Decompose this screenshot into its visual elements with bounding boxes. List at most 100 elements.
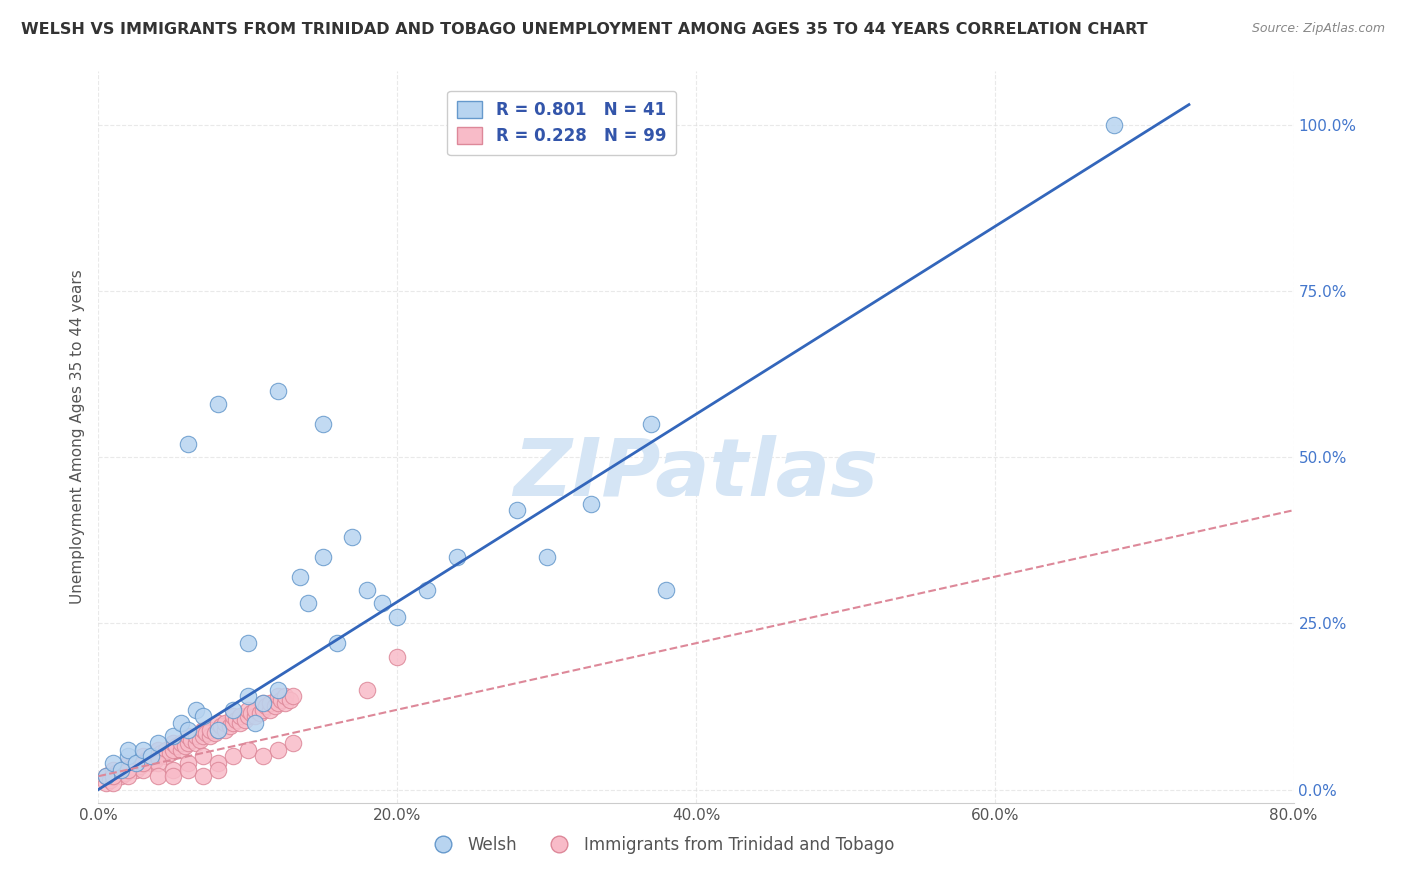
Point xyxy=(94,769,117,783)
Point xyxy=(103,769,125,783)
Point xyxy=(159,746,181,760)
Point xyxy=(311,549,333,564)
Point xyxy=(117,763,139,777)
Point xyxy=(356,682,378,697)
Point xyxy=(117,756,139,770)
Point xyxy=(120,759,142,773)
Point xyxy=(132,749,155,764)
Point xyxy=(177,436,200,450)
Point xyxy=(177,763,200,777)
Point xyxy=(117,769,139,783)
Point xyxy=(249,706,271,720)
Legend: Welsh, Immigrants from Trinidad and Tobago: Welsh, Immigrants from Trinidad and Toba… xyxy=(419,829,901,860)
Point xyxy=(267,690,290,704)
Point xyxy=(155,742,177,756)
Point xyxy=(103,769,125,783)
Point xyxy=(278,692,301,706)
Point xyxy=(117,742,139,756)
Point xyxy=(191,729,214,743)
Point xyxy=(132,756,155,770)
Point xyxy=(222,703,245,717)
Point xyxy=(229,716,252,731)
Text: ZIPatlas: ZIPatlas xyxy=(513,434,879,513)
Point xyxy=(252,703,274,717)
Point xyxy=(162,736,184,750)
Point xyxy=(162,763,184,777)
Point xyxy=(129,759,152,773)
Point xyxy=(342,530,364,544)
Point xyxy=(150,746,173,760)
Point xyxy=(139,756,162,770)
Point xyxy=(267,384,290,398)
Point xyxy=(117,749,139,764)
Point xyxy=(177,736,200,750)
Point xyxy=(263,699,285,714)
Point xyxy=(125,756,148,770)
Point xyxy=(311,417,333,431)
Point xyxy=(191,769,214,783)
Point xyxy=(236,709,259,723)
Point xyxy=(236,742,259,756)
Point xyxy=(165,739,187,754)
Point xyxy=(155,749,177,764)
Point xyxy=(222,709,245,723)
Y-axis label: Unemployment Among Ages 35 to 44 years: Unemployment Among Ages 35 to 44 years xyxy=(69,269,84,605)
Point xyxy=(225,713,247,727)
Point xyxy=(219,719,242,733)
Point xyxy=(94,776,117,790)
Point xyxy=(236,703,259,717)
Point xyxy=(1104,118,1126,132)
Point xyxy=(288,570,311,584)
Point xyxy=(371,596,394,610)
Point xyxy=(233,713,256,727)
Point xyxy=(103,763,125,777)
Point xyxy=(148,749,170,764)
Point xyxy=(184,703,207,717)
Point xyxy=(177,756,200,770)
Point xyxy=(236,690,259,704)
Point xyxy=(162,769,184,783)
Point xyxy=(162,729,184,743)
Point xyxy=(103,756,125,770)
Point xyxy=(356,582,378,597)
Point xyxy=(245,709,267,723)
Point xyxy=(274,690,297,704)
Point xyxy=(177,729,200,743)
Point xyxy=(207,723,229,737)
Point xyxy=(640,417,662,431)
Point xyxy=(252,696,274,710)
Point xyxy=(94,769,117,783)
Point xyxy=(506,503,529,517)
Point xyxy=(655,582,678,597)
Text: Source: ZipAtlas.com: Source: ZipAtlas.com xyxy=(1251,22,1385,36)
Point xyxy=(581,497,603,511)
Point xyxy=(259,703,281,717)
Point xyxy=(180,732,202,747)
Point xyxy=(132,742,155,756)
Point xyxy=(385,609,409,624)
Point xyxy=(139,749,162,764)
Point xyxy=(132,756,155,770)
Point xyxy=(105,765,128,780)
Point xyxy=(207,723,229,737)
Point xyxy=(162,742,184,756)
Point xyxy=(177,723,200,737)
Point xyxy=(236,636,259,650)
Point xyxy=(200,723,222,737)
Point xyxy=(207,716,229,731)
Point xyxy=(103,776,125,790)
Point xyxy=(214,723,236,737)
Point xyxy=(200,729,222,743)
Point xyxy=(125,763,148,777)
Point xyxy=(188,732,211,747)
Point xyxy=(135,753,157,767)
Point xyxy=(110,769,132,783)
Point xyxy=(274,696,297,710)
Point xyxy=(252,696,274,710)
Point xyxy=(139,749,162,764)
Point xyxy=(267,682,290,697)
Point xyxy=(214,716,236,731)
Point xyxy=(281,690,304,704)
Point xyxy=(143,753,166,767)
Point xyxy=(169,736,191,750)
